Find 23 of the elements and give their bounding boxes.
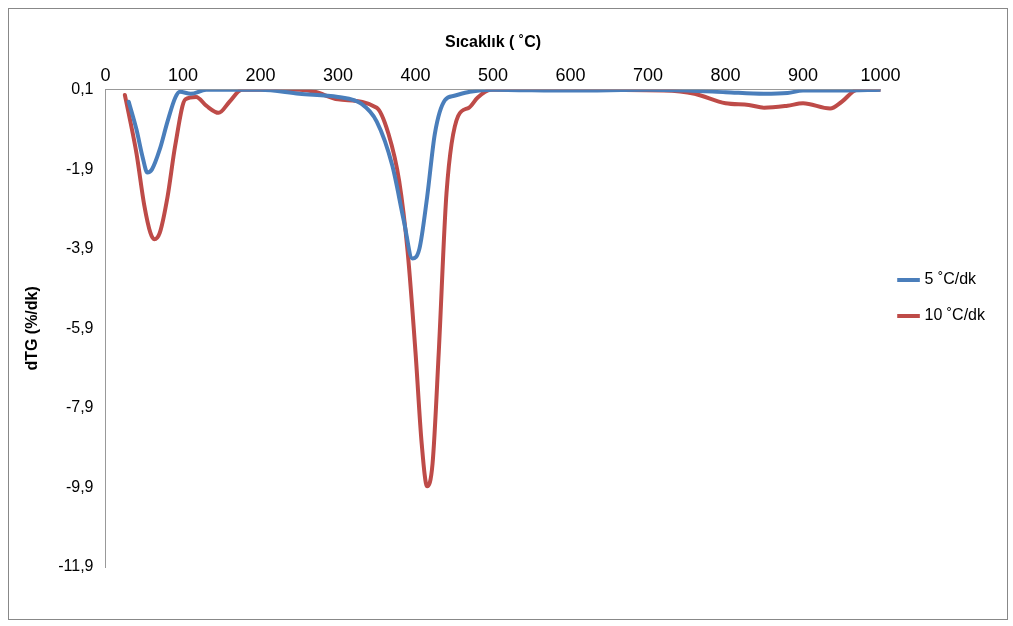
x-tick-label: 400 [400,64,431,85]
x-tick-label: 200 [245,64,276,85]
y-tick-label: -11,9 [58,557,94,575]
line-series [126,89,881,261]
y-tick-label: -9,9 [65,477,94,495]
x-tick-label: 100 [167,64,199,85]
x-tick-label: 600 [555,64,586,85]
x-tick-label: 500 [477,64,509,85]
x-tick-label: 1000 [860,64,901,85]
y-tick-label: -3,9 [65,239,94,257]
y-tick-label: 0,1 [71,80,94,98]
x-tick-label: 900 [788,64,819,85]
x-axis-title: Sıcaklık ( ˚C) [444,33,542,51]
legend-label: 5 ˚C/dk [924,270,978,288]
y-tick-label: -1,9 [65,159,94,177]
y-axis-title: dTG (%/dk) [23,286,41,371]
y-tick-label: -5,9 [65,318,94,336]
x-tick-label: 0 [100,64,111,85]
x-tick-label: 700 [632,64,664,85]
x-tick-label: 300 [322,64,354,85]
x-tick-label: 800 [710,64,741,85]
legend-label: 10 ˚C/dk [924,306,986,324]
y-tick-label: -7,9 [65,398,94,416]
